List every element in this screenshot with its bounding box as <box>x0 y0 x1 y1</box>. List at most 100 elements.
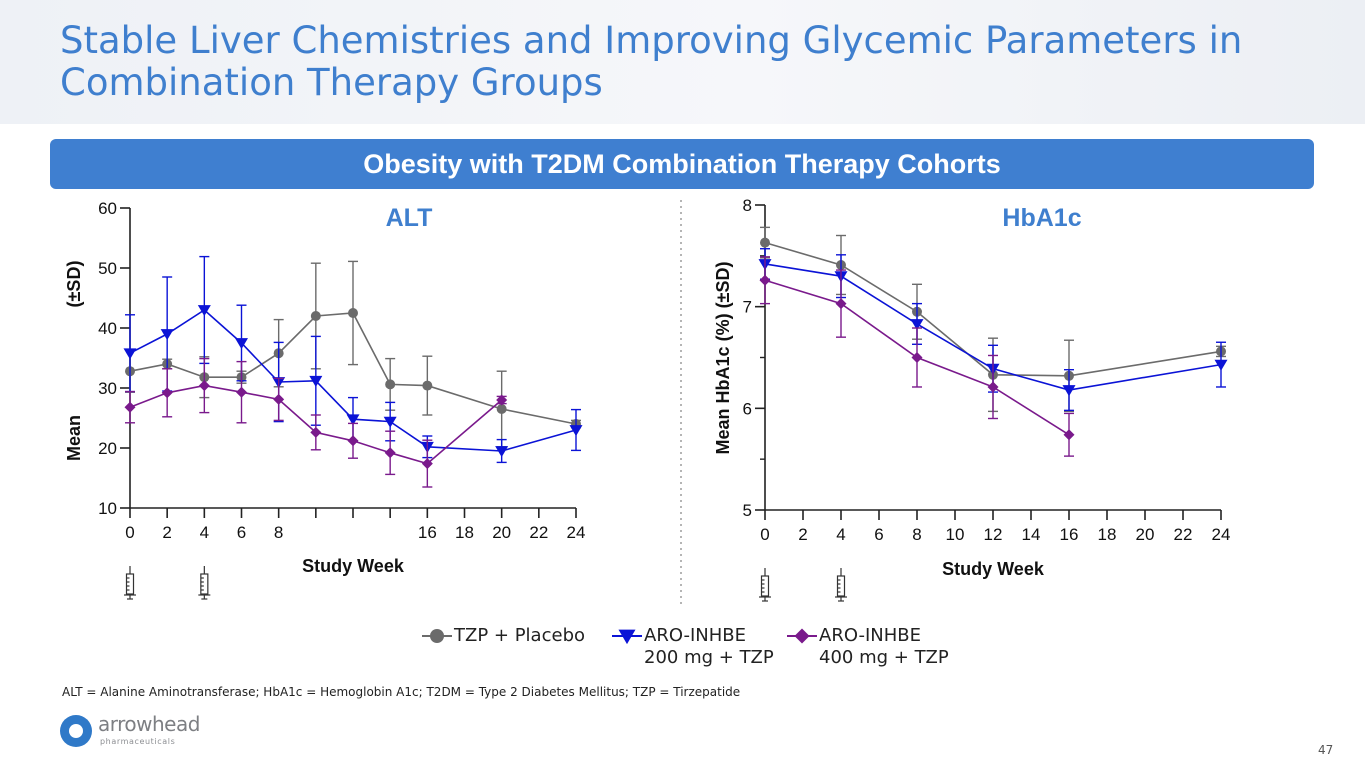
y-axis-label: Mean HbA1c (%) (±SD) <box>713 262 733 455</box>
series-line <box>764 241 1222 377</box>
syringe-icon <box>759 568 771 602</box>
data-point <box>760 237 770 248</box>
slide-title: Stable Liver Chemistries and Improving G… <box>60 19 1243 104</box>
x-tick-label: 16 <box>418 523 437 542</box>
x-tick-label: 22 <box>529 523 548 542</box>
data-point <box>383 416 397 428</box>
x-tick-label: 0 <box>125 523 134 542</box>
syringe-barrel <box>200 573 209 595</box>
y-tick-label: 6 <box>743 399 752 418</box>
data-point <box>197 305 211 317</box>
y-axis-label: Mean <box>64 415 84 461</box>
legend-label: ARO-INHBE 400 mg + TZP <box>819 625 949 669</box>
data-point <box>310 311 321 321</box>
x-tick-label: 6 <box>237 523 246 542</box>
data-point <box>160 329 174 341</box>
x-tick-label: 14 <box>1022 525 1041 544</box>
legend-label-line: 400 mg + TZP <box>819 647 949 668</box>
company-logo: arrowhead pharmaceuticals <box>60 712 220 748</box>
chart-title: HbA1c <box>1002 204 1081 232</box>
data-point <box>910 319 924 331</box>
y-axis-label: (±SD) <box>64 261 84 308</box>
legend-label-line: 200 mg + TZP <box>644 647 774 668</box>
data-point <box>385 379 396 390</box>
x-tick-label: 16 <box>1060 525 1079 544</box>
data-point <box>495 446 509 458</box>
x-tick-label: 18 <box>455 523 474 542</box>
y-tick-label: 50 <box>98 259 117 278</box>
legend-label-line: ARO-INHBE <box>644 625 747 646</box>
data-point <box>911 352 923 363</box>
legend-swatch <box>787 628 817 644</box>
legend-swatch <box>612 629 642 645</box>
y-tick-label: 60 <box>98 199 117 218</box>
data-point <box>124 401 136 413</box>
logo-subtext: pharmaceuticals <box>100 737 176 746</box>
legend-swatch <box>422 629 452 643</box>
data-point <box>310 426 322 438</box>
data-point <box>496 404 507 414</box>
data-point <box>346 414 360 426</box>
logo-mark-icon <box>60 715 92 747</box>
x-tick-label: 24 <box>567 523 586 542</box>
data-point <box>161 387 173 399</box>
y-tick-label: 8 <box>743 196 752 215</box>
data-point <box>421 458 433 470</box>
legend-label-line: ARO-INHBE <box>819 625 922 646</box>
series-line <box>129 384 503 465</box>
footnote: ALT = Alanine Aminotransferase; HbA1c = … <box>62 685 741 699</box>
x-tick-label: 10 <box>946 525 965 544</box>
logo-wordmark: arrowhead <box>98 712 200 736</box>
x-tick-label: 20 <box>492 523 511 542</box>
data-point <box>235 338 248 350</box>
x-tick-label: 12 <box>984 525 1003 544</box>
syringe-icon <box>198 566 211 600</box>
data-point <box>1214 359 1228 371</box>
syringe-icon <box>124 566 136 600</box>
syringe-barrel <box>125 573 135 595</box>
x-tick-label: 2 <box>798 525 807 544</box>
title-band <box>0 0 1365 124</box>
y-tick-label: 10 <box>98 499 117 518</box>
y-tick-label: 40 <box>98 319 117 338</box>
x-tick-label: 22 <box>1174 525 1193 544</box>
series-circle <box>760 226 1226 413</box>
y-tick-label: 20 <box>98 439 117 458</box>
series-diamond <box>124 357 508 488</box>
legend-label: ARO-INHBE 200 mg + TZP <box>644 625 774 669</box>
data-point <box>1063 429 1075 441</box>
x-tick-label: 6 <box>874 525 883 544</box>
data-point <box>309 375 323 387</box>
x-tick-label: 20 <box>1136 525 1155 544</box>
x-tick-label: 18 <box>1098 525 1117 544</box>
series-diamond <box>759 256 1075 457</box>
legend-marker <box>794 628 810 644</box>
syringe-icon <box>835 568 847 602</box>
data-point <box>759 274 771 286</box>
data-point <box>496 394 508 406</box>
data-point <box>347 435 359 447</box>
data-point <box>987 381 999 393</box>
legend-marker <box>430 629 444 643</box>
data-point <box>198 380 210 392</box>
data-point <box>384 447 396 459</box>
x-tick-label: 0 <box>760 525 769 544</box>
chart-title: ALT <box>386 204 433 232</box>
x-tick-label: 24 <box>1212 525 1231 544</box>
x-axis-label: Study Week <box>302 556 405 576</box>
legend-marker <box>618 629 636 645</box>
x-tick-label: 8 <box>274 523 283 542</box>
cohort-banner: Obesity with T2DM Combination Therapy Co… <box>50 139 1314 189</box>
x-tick-label: 4 <box>836 525 845 544</box>
legend-label-line: TZP + Placebo <box>454 625 586 646</box>
x-axis-label: Study Week <box>942 559 1045 579</box>
data-point <box>273 393 285 405</box>
legend-label: TZP + Placebo <box>454 625 585 647</box>
syringe-barrel <box>836 575 846 597</box>
y-tick-label: 30 <box>98 379 117 398</box>
syringe-barrel <box>760 575 770 597</box>
x-tick-label: 2 <box>162 523 171 542</box>
x-tick-label: 4 <box>200 523 209 542</box>
